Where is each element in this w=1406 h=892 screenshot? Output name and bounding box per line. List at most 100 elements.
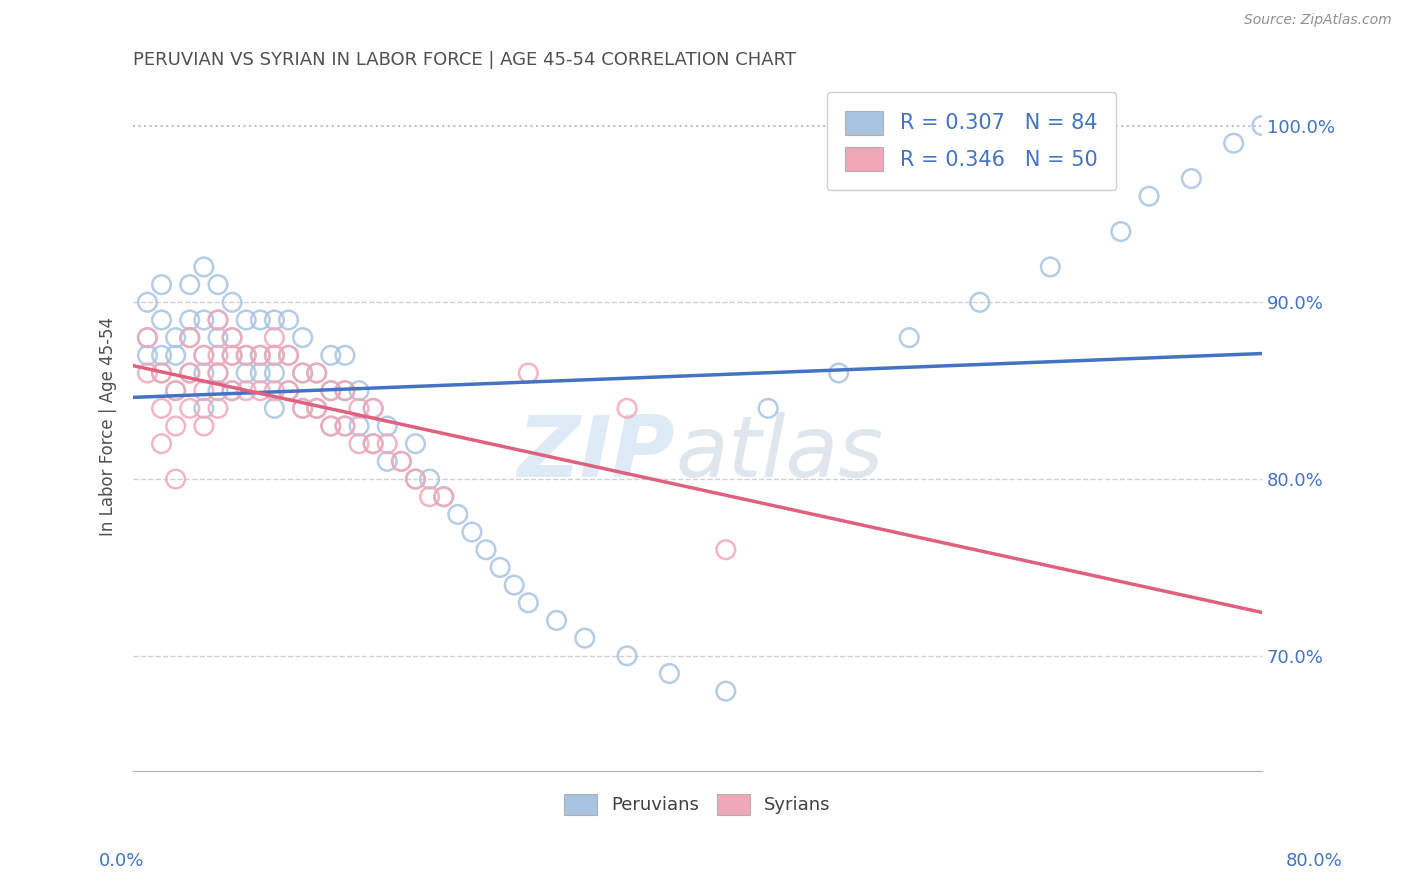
Point [714,684,737,698]
Text: PERUVIAN VS SYRIAN IN LABOR FORCE | AGE 45-54 CORRELATION CHART: PERUVIAN VS SYRIAN IN LABOR FORCE | AGE … [134,51,796,69]
Point [305,366,328,380]
Point [375,454,398,468]
Point [179,366,201,380]
Point [714,542,737,557]
Point [291,401,314,416]
Point [1180,171,1202,186]
Point [333,419,356,434]
Point [546,614,568,628]
Point [361,401,384,416]
Point [221,331,243,345]
Point [277,348,299,362]
Point [319,384,342,398]
Point [475,542,498,557]
Point [263,348,285,362]
Point [1222,136,1244,151]
Point [249,313,271,327]
Point [165,384,187,398]
Point [405,436,427,450]
Point [333,419,356,434]
Point [517,366,540,380]
Point [305,366,328,380]
Point [333,384,356,398]
Point [291,366,314,380]
Text: atlas: atlas [675,412,883,495]
Point [319,384,342,398]
Point [319,419,342,434]
Point [179,401,201,416]
Point [179,313,201,327]
Legend: Peruvians, Syrians: Peruvians, Syrians [555,785,839,823]
Point [150,366,173,380]
Point [347,419,370,434]
Point [150,348,173,362]
Point [291,366,314,380]
Point [249,366,271,380]
Point [193,419,215,434]
Point [193,366,215,380]
Point [235,348,257,362]
Point [221,384,243,398]
Point [193,384,215,398]
Point [165,348,187,362]
Point [193,348,215,362]
Point [277,384,299,398]
Point [207,313,229,327]
Point [207,366,229,380]
Point [165,384,187,398]
Point [165,331,187,345]
Point [405,472,427,486]
Point [249,348,271,362]
Point [221,348,243,362]
Point [235,384,257,398]
Point [207,401,229,416]
Point [347,436,370,450]
Point [179,331,201,345]
Text: 0.0%: 0.0% [98,852,143,870]
Point [150,277,173,292]
Text: Source: ZipAtlas.com: Source: ZipAtlas.com [1244,13,1392,28]
Point [419,490,441,504]
Point [447,508,470,522]
Point [207,366,229,380]
Point [235,313,257,327]
Point [207,313,229,327]
Point [291,331,314,345]
Point [193,260,215,274]
Point [179,331,201,345]
Point [263,401,285,416]
Point [221,348,243,362]
Point [898,331,921,345]
Point [136,348,159,362]
Point [419,472,441,486]
Point [756,401,779,416]
Point [136,366,159,380]
Text: ZIP: ZIP [517,412,675,495]
Point [221,331,243,345]
Point [179,366,201,380]
Point [616,648,638,663]
Point [333,384,356,398]
Point [263,348,285,362]
Point [150,313,173,327]
Point [305,401,328,416]
Point [489,560,512,574]
Point [277,384,299,398]
Point [361,436,384,450]
Point [389,454,412,468]
Point [207,331,229,345]
Point [1039,260,1062,274]
Point [616,401,638,416]
Point [658,666,681,681]
Point [263,384,285,398]
Point [249,384,271,398]
Point [207,348,229,362]
Point [221,295,243,310]
Point [433,490,456,504]
Point [235,366,257,380]
Point [291,401,314,416]
Point [461,524,484,539]
Point [207,384,229,398]
Point [263,366,285,380]
Point [277,348,299,362]
